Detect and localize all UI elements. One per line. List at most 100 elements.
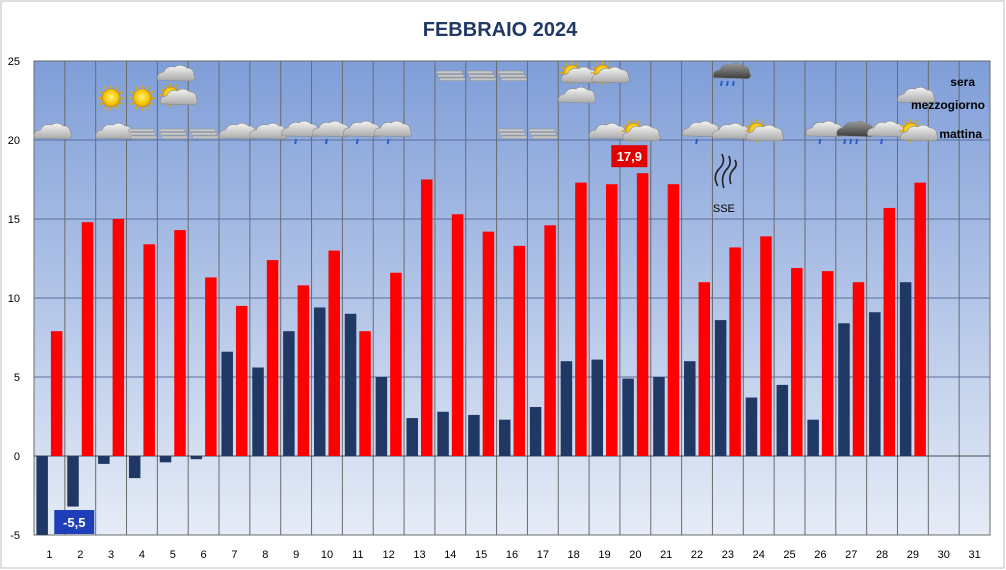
y-tick-label: 20 [8,135,20,147]
bar-max-temperature [143,244,155,456]
fog-icon [528,128,559,139]
y-tick-label: 10 [8,293,20,305]
bar-max-temperature [760,236,772,456]
bar-min-temperature [98,456,110,464]
x-axis-ticks: 1 2 3 4 5 6 7 8 9 10 11 12 13 14 15 16 17 18 19 20 21 22 23 24 2… [46,549,980,561]
time-of-day-legend: sera mezzogiorno mattina [911,75,985,141]
bar-min-temperature [375,377,388,456]
legend-noon-label: mezzogiorno [911,98,985,112]
annotations: -5,5 17,9 SSE [54,145,737,534]
bar-min-temperature [437,411,449,456]
fog-icon [466,70,497,81]
bar-max-temperature [729,247,741,456]
bar-max-temperature [544,225,556,456]
sun-icon [98,84,125,112]
x-tick-label: 12 [383,549,395,561]
x-tick-label: 23 [722,549,734,561]
x-tick-label: 22 [691,549,703,561]
rain-icon [682,120,721,145]
bar-min-temperature [838,323,850,456]
x-tick-label: 17 [537,549,549,561]
plot-border [33,60,991,536]
bar-max-temperature [883,207,896,456]
y-tick-label: 0 [14,451,20,463]
bar-min-temperature [653,377,665,456]
bar-min-temperature [499,419,511,456]
bar-min-temperature [714,320,727,456]
bar-max-temperature [297,285,310,456]
x-tick-label: 14 [444,549,456,561]
bar-min-temperature [344,313,357,456]
partly-cloudy-icon [621,119,661,143]
bar-min-temperature [406,418,418,456]
x-tick-label: 7 [231,549,237,561]
bar-min-temperature [869,312,881,456]
bar-max-temperature [50,331,63,456]
bar-max-temperature [791,267,803,456]
bar-min-temperature [622,378,634,456]
x-tick-label: 29 [907,549,919,561]
bar-max-temperature [174,230,186,456]
bar-min-temperature [591,359,604,456]
bar-max-temperature [914,182,926,456]
fog-icon [127,128,158,139]
x-tick-label: 5 [170,549,176,561]
bar-min-temperature [190,456,203,460]
bar-min-temperature [807,419,819,456]
chart-title: FEBBRAIO 2024 [423,19,578,41]
rain-icon [312,120,351,145]
bar-max-temperature [390,272,402,456]
partly-cloudy-icon [899,119,939,143]
bar-max-temperature [81,222,94,456]
weather-icons [33,61,939,145]
partly-cloudy-icon [590,61,630,85]
x-tick-label: 25 [783,549,795,561]
bar-min-temperature [560,361,573,456]
x-tick-label: 30 [938,549,950,561]
cloud-icon [897,86,936,104]
x-tick-label: 16 [506,549,518,561]
x-tick-label: 31 [968,549,980,561]
bar-min-temperature [221,351,233,456]
min-temperature-label: -5,5 [63,515,85,530]
heavy-rain-icon [836,120,875,145]
bar-min-temperature [36,456,48,535]
cloud-icon [33,122,72,140]
sun-icon [128,84,155,112]
x-tick-label: 11 [352,549,363,561]
y-tick-label: 5 [14,372,20,384]
x-tick-label: 6 [201,549,207,561]
gridlines [33,60,991,536]
bar-max-temperature [266,260,279,456]
bars [36,173,926,535]
bar-min-temperature [468,414,480,456]
x-tick-label: 19 [598,549,610,561]
x-tick-label: 15 [475,549,487,561]
legend-evening-label: sera [950,75,975,89]
fog-icon [497,70,528,81]
x-tick-label: 3 [108,549,114,561]
x-tick-label: 21 [660,549,672,561]
max-temperature-callout [611,145,648,168]
bar-max-temperature [575,182,587,456]
bar-min-temperature [745,397,758,456]
x-tick-label: 28 [876,549,888,561]
bar-min-temperature [899,282,912,456]
bar-max-temperature [205,277,217,456]
min-temperature-callout [54,510,95,534]
wind-icon [714,153,737,189]
bar-max-temperature [482,231,495,456]
bar-max-temperature [112,219,125,456]
x-tick-label: 8 [262,549,268,561]
cloud-icon [558,86,597,104]
fog-icon [497,128,528,139]
bar-max-temperature [636,173,649,456]
bar-min-temperature [252,367,264,456]
x-tick-label: 1 [46,549,52,561]
bar-max-temperature [359,331,371,456]
x-tick-label: 26 [814,549,826,561]
x-tick-label: 4 [139,549,145,561]
partly-cloudy-icon [745,119,784,143]
